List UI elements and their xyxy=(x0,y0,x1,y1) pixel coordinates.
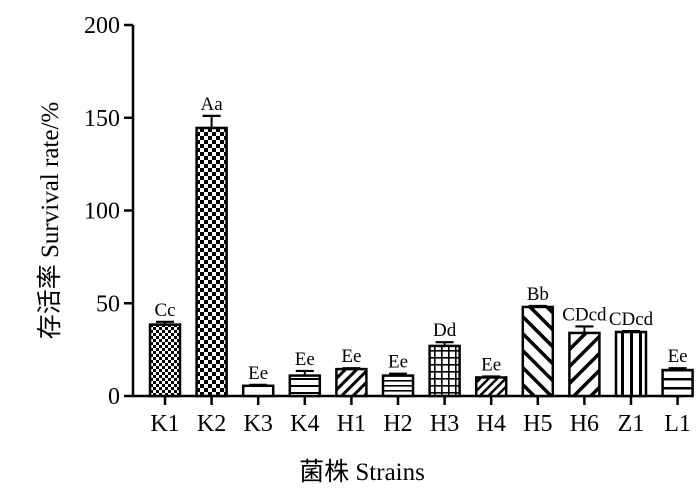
significance-label: Ee xyxy=(388,352,408,373)
y-tick-label: 0 xyxy=(108,384,120,410)
category-label: Z1 xyxy=(618,411,645,437)
significance-label: Ee xyxy=(341,346,361,367)
bar-K1 xyxy=(148,323,182,398)
bar-Z1 xyxy=(614,330,648,398)
x-axis: K1 K2 K3 K4 H1 H2 H3 H4 H5 H6 Z1 L1 xyxy=(132,394,691,437)
bar-H2 xyxy=(381,374,415,398)
y-tick-label: 150 xyxy=(84,106,120,132)
category-label: H2 xyxy=(383,411,412,437)
bars: Cc Aa Ee Ee Ee Ee Dd Ee Bb CDcd CDcd Ee xyxy=(148,94,694,398)
significance-label: CDcd xyxy=(609,309,654,330)
category-label: K1 xyxy=(150,411,179,437)
y-axis-title: 存活率 Survival rate/% xyxy=(36,102,64,339)
significance-label: CDcd xyxy=(562,304,607,325)
significance-label: Aa xyxy=(201,94,224,115)
bar-K3 xyxy=(241,384,275,398)
bar-H5 xyxy=(521,305,555,398)
bar-K4 xyxy=(288,374,322,398)
category-label: K3 xyxy=(244,411,273,437)
x-axis-title: 菌株 Strains xyxy=(299,458,425,486)
significance-label: Ee xyxy=(481,355,501,376)
category-label: K4 xyxy=(290,411,319,437)
significance-label: Bb xyxy=(527,284,549,305)
bar-H1 xyxy=(335,367,368,398)
y-tick-label: 50 xyxy=(96,291,120,317)
bar-K2 xyxy=(195,126,228,398)
y-tick-label: 200 xyxy=(84,13,120,39)
bar-H6 xyxy=(568,331,601,398)
category-label: H4 xyxy=(477,411,506,437)
y-tick-label: 100 xyxy=(84,199,120,225)
bar-H3 xyxy=(428,344,461,398)
bar-L1 xyxy=(661,368,694,398)
significance-label: Ee xyxy=(668,346,688,367)
category-label: H3 xyxy=(430,411,459,437)
significance-label: Ee xyxy=(295,349,315,370)
category-label: L1 xyxy=(664,411,691,437)
category-label: H1 xyxy=(337,411,366,437)
category-label: K2 xyxy=(197,411,226,437)
significance-label: Dd xyxy=(433,320,457,341)
category-label: H5 xyxy=(523,411,552,437)
significance-label: Ee xyxy=(248,363,268,384)
category-label: H6 xyxy=(570,411,599,437)
bar-H4 xyxy=(474,376,508,398)
significance-label: Cc xyxy=(154,300,175,321)
y-axis: 0 50 100 150 200 xyxy=(84,13,135,410)
